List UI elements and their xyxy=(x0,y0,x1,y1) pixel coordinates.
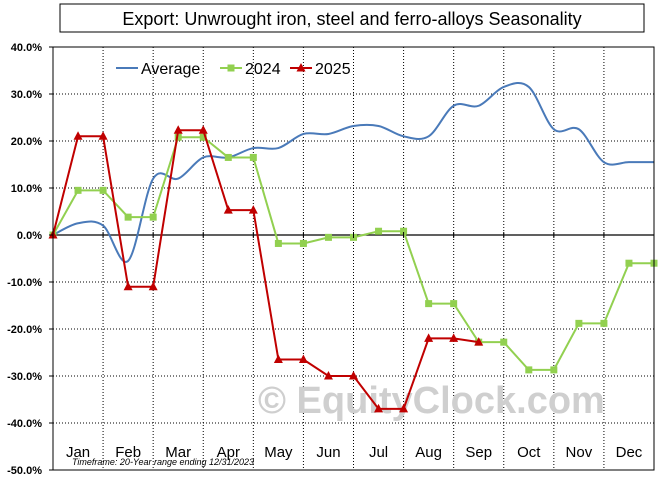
legend-average-label: Average xyxy=(141,61,200,78)
series-2025-point xyxy=(173,125,183,134)
series-2025-point xyxy=(273,354,283,364)
series-2024-point xyxy=(500,338,508,346)
x-tick-label: Jan xyxy=(66,444,90,461)
y-tick-label: 10.0% xyxy=(11,183,42,195)
plot-frame xyxy=(52,46,655,471)
series-2024-point xyxy=(249,153,257,161)
y-tick-label: 30.0% xyxy=(11,89,42,101)
series-2025-point xyxy=(73,131,83,140)
series-2024-point xyxy=(299,239,307,247)
y-tick-label: -50.0% xyxy=(7,465,42,477)
y-tick-label: 40.0% xyxy=(11,42,42,54)
series-average xyxy=(52,82,654,263)
series-2025-point xyxy=(449,333,459,342)
series-2024-point xyxy=(525,366,533,374)
legend-2025-marker xyxy=(296,63,306,72)
series-2025-point xyxy=(148,281,158,291)
series-2024-point xyxy=(625,259,633,267)
series-2025-point xyxy=(298,354,308,364)
x-tick-label: Feb xyxy=(115,444,141,461)
series-2025-point xyxy=(399,403,409,413)
series-2024-point xyxy=(224,153,232,161)
series-2024-point xyxy=(274,239,282,247)
series-2024-point xyxy=(199,133,207,141)
x-tick-label: Oct xyxy=(517,444,541,461)
x-tick-label: Nov xyxy=(566,444,593,461)
x-tick-label: Jul xyxy=(369,444,388,461)
y-tick-label: 20.0% xyxy=(11,136,42,148)
series-2025-point xyxy=(349,371,358,380)
x-tick-label: Aug xyxy=(415,444,442,461)
chart-title: Export: Unwrought iron, steel and ferro-… xyxy=(59,3,645,33)
series-2024-point xyxy=(600,319,608,327)
series-2025-line xyxy=(52,129,479,410)
watermark: © EquityClock.com xyxy=(258,380,605,422)
series-2025-point xyxy=(198,125,208,134)
series-2024-point xyxy=(425,300,433,308)
y-tick-label: 0.0% xyxy=(17,230,42,242)
x-tick-label: Apr xyxy=(217,444,240,461)
series-2025-point xyxy=(424,333,434,342)
legend-2024-label: 2024 xyxy=(245,61,281,78)
footnote: Timeframe: 20-Year range ending 12/31/20… xyxy=(72,457,254,467)
series-2024-point xyxy=(400,227,408,235)
x-tick-label: May xyxy=(264,444,293,461)
y-tick-label: -30.0% xyxy=(7,371,42,383)
series-2024-point xyxy=(149,213,157,221)
x-tick-label: Mar xyxy=(165,444,191,461)
legend-2025-label: 2025 xyxy=(315,61,351,78)
series-2025 xyxy=(48,125,484,413)
y-tick-label: -40.0% xyxy=(7,418,42,430)
series-2024-point xyxy=(74,186,82,194)
series-2024-point xyxy=(375,227,383,235)
x-axis: Jan Feb Mar Apr May Jun Jul Aug Sep Oct Nov Dec xyxy=(52,232,655,461)
y-axis: -50.0% -40.0% -30.0% -20.0% -10.0% 0.0% 10.0% 2… xyxy=(7,42,53,477)
series-2024-point xyxy=(324,233,332,241)
series-2024-point xyxy=(174,133,182,141)
series-2024-point xyxy=(550,366,558,374)
series-2024-point xyxy=(124,213,132,221)
x-tick-label: Dec xyxy=(616,444,643,461)
legend: Average 2024 2025 xyxy=(116,61,351,78)
series-2025-point xyxy=(374,403,384,413)
series-2025-point xyxy=(123,281,133,291)
series-2025-point xyxy=(248,205,258,214)
series-2024-point xyxy=(450,300,458,308)
series-2024-point xyxy=(575,319,583,327)
series-2025-point xyxy=(223,205,233,214)
series-average-line xyxy=(52,82,654,263)
y-tick-label: -10.0% xyxy=(7,277,42,289)
title-text: Export: Unwrought iron, steel and ferro-… xyxy=(122,9,581,29)
y-tick-label: -20.0% xyxy=(7,324,42,336)
series-2025-point xyxy=(323,371,333,380)
series-2025-point xyxy=(474,337,484,346)
legend-2024-marker xyxy=(227,64,235,72)
title-box xyxy=(59,3,645,33)
series-2024-point xyxy=(99,186,107,194)
x-tick-label: Jun xyxy=(316,444,340,461)
x-tick-label: Sep xyxy=(465,444,492,461)
series-2025-point xyxy=(98,131,108,140)
